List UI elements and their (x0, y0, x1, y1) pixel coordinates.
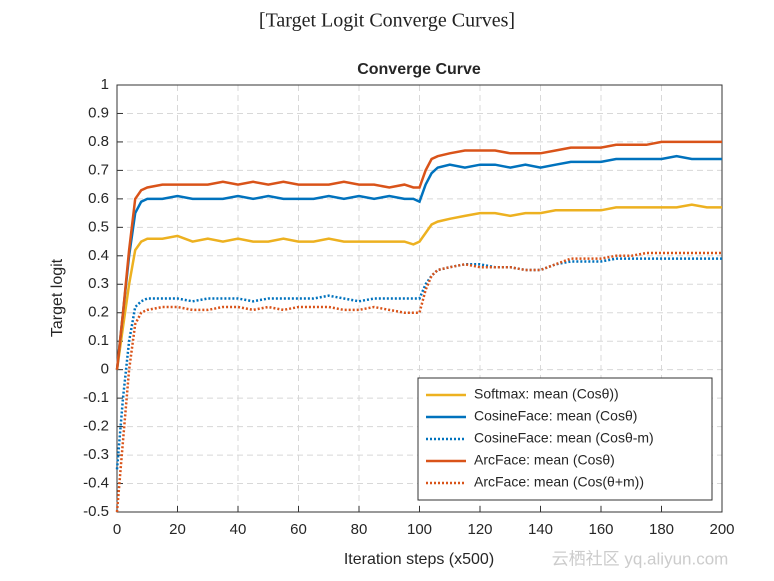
legend-label: ArcFace: mean (Cosθ) (474, 452, 615, 468)
y-tick-label: 0 (101, 361, 109, 378)
y-tick-label: -0.3 (83, 446, 109, 463)
legend-label: ArcFace: mean (Cos(θ+m)) (474, 474, 644, 490)
x-tick-label: 140 (528, 521, 553, 538)
series-line (115, 203, 722, 370)
y-axis-label: Target logit (49, 258, 66, 337)
y-tick-label: 0.5 (88, 218, 109, 235)
x-tick-label: 120 (467, 521, 492, 538)
x-tick-label: 0 (113, 521, 121, 538)
y-tick-label: -0.4 (83, 475, 109, 492)
x-tick-label: 60 (290, 521, 307, 538)
y-tick-label: 0.4 (88, 247, 109, 264)
x-tick-label: 80 (351, 521, 368, 538)
y-tick-label: 0.8 (88, 133, 109, 150)
axes-box (116, 84, 723, 513)
series-line (115, 251, 722, 513)
x-tick-label: 180 (649, 521, 674, 538)
x-tick-label: 40 (230, 521, 247, 538)
y-tick-label: 0.2 (88, 304, 109, 321)
y-tick-label: 0.9 (88, 104, 109, 121)
legend-label: CosineFace: mean (Cosθ) (474, 408, 637, 424)
y-tick-label: 0.7 (88, 161, 109, 178)
legend-box (417, 377, 713, 501)
y-tick-label: 0.3 (88, 275, 109, 292)
x-tick-label: 20 (169, 521, 186, 538)
legend-label: CosineFace: mean (Cosθ-m) (474, 430, 654, 446)
y-tick-label: -0.1 (83, 389, 109, 406)
page-title: [Target Logit Converge Curves] (259, 10, 515, 32)
legend-label: Softmax: mean (Cosθ)) (474, 386, 619, 402)
y-tick-label: -0.2 (83, 418, 109, 435)
chart-title: Converge Curve (357, 61, 481, 78)
series-line (115, 140, 722, 370)
x-axis-label: Iteration steps (x500) (344, 551, 494, 568)
y-tick-label: 0.6 (88, 190, 109, 207)
x-tick-label: 200 (709, 521, 734, 538)
series-line (115, 257, 722, 470)
x-tick-label: 100 (407, 521, 432, 538)
y-tick-label: -0.5 (83, 503, 109, 520)
watermark: 云栖社区 yq.aliyun.com (552, 549, 729, 568)
series-line (115, 154, 722, 370)
y-tick-label: 0.1 (88, 332, 109, 349)
x-tick-label: 160 (588, 521, 613, 538)
y-tick-label: 1 (101, 76, 109, 93)
